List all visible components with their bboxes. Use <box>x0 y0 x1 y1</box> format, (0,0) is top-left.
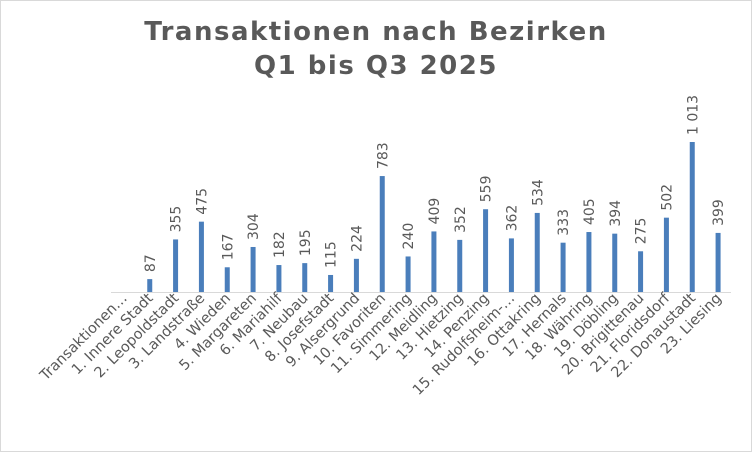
bar <box>328 274 334 292</box>
chart-title-line-1: Transaktionen nach Bezirken <box>144 17 608 47</box>
bar <box>560 242 566 292</box>
data-label: 333 <box>556 209 572 236</box>
bar <box>508 238 514 292</box>
data-label: 275 <box>634 218 650 245</box>
data-label: 352 <box>453 206 469 233</box>
bar <box>483 209 489 292</box>
bar <box>147 279 153 292</box>
data-label: 195 <box>298 229 314 256</box>
bar <box>586 232 592 292</box>
bar <box>302 263 308 292</box>
bar <box>224 267 230 292</box>
bar <box>276 265 282 292</box>
data-label: 182 <box>272 231 288 258</box>
data-label: 1 013 <box>685 95 701 135</box>
data-label: 405 <box>582 198 598 225</box>
data-label: 355 <box>169 206 185 233</box>
bar-series <box>147 142 721 292</box>
data-label: 783 <box>375 142 391 169</box>
bar <box>173 239 179 292</box>
bar <box>431 231 437 292</box>
chart-title-line-2: Q1 bis Q3 2025 <box>254 51 498 81</box>
bar <box>405 256 411 292</box>
data-label: 167 <box>220 234 236 261</box>
data-label: 240 <box>401 223 417 250</box>
data-label: 362 <box>504 205 520 232</box>
bar <box>250 246 256 292</box>
data-label: 87 <box>143 254 159 272</box>
bar <box>379 176 385 292</box>
data-label: 502 <box>659 184 675 211</box>
bar <box>715 232 721 292</box>
data-label: 475 <box>194 188 210 215</box>
bar <box>612 233 618 292</box>
bar <box>663 217 669 292</box>
data-label: 559 <box>479 175 495 202</box>
data-label: 409 <box>427 198 443 225</box>
data-label: 304 <box>246 213 262 240</box>
data-labels: 87 355 475 167 304 182 195 115 224 783 240 409 352 55… <box>143 95 727 272</box>
data-label: 534 <box>530 179 546 206</box>
bar <box>353 258 359 292</box>
data-label: 224 <box>349 225 365 252</box>
bar <box>534 212 540 292</box>
bar <box>457 239 463 292</box>
bar <box>198 221 204 292</box>
bar <box>638 251 644 292</box>
bar <box>689 142 695 292</box>
data-label: 399 <box>711 199 727 226</box>
chart-title: Transaktionen nach Bezirken Q1 bis Q3 20… <box>1 15 751 83</box>
data-label: 115 <box>324 241 340 268</box>
data-label: 394 <box>608 200 624 227</box>
